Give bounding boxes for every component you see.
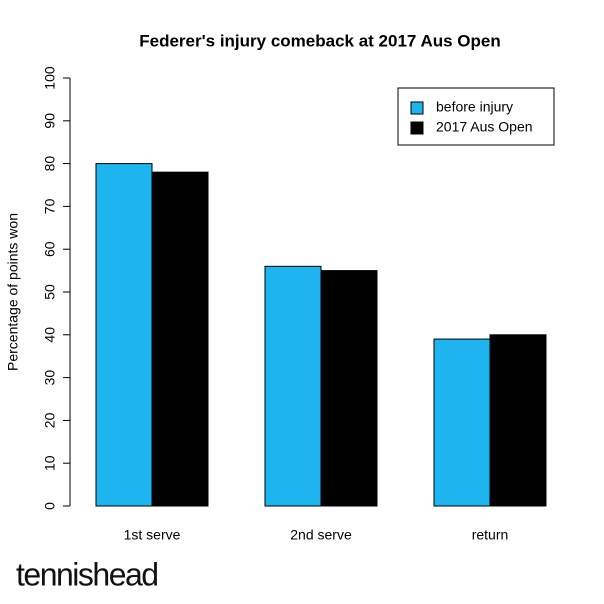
x-tick-label: 1st serve [124,527,181,543]
legend-box [397,87,555,146]
watermark: tennishead [16,556,158,592]
bar [151,171,209,507]
legend-label: 2017 Aus Open [436,119,533,135]
y-tick-label: 60 [42,241,58,257]
bar [433,338,491,507]
y-tick-label: 100 [42,66,58,90]
legend-swatch [410,101,424,115]
y-tick-label: 80 [42,156,58,172]
bar [489,334,547,507]
bar [264,265,322,507]
y-tick-label: 0 [42,502,58,510]
y-tick-label: 90 [42,113,58,129]
y-tick-label: 20 [42,412,58,428]
legend-swatch [410,121,424,135]
x-tick-label: return [472,527,509,543]
legend-label: before injury [436,99,513,115]
y-tick-label: 30 [42,370,58,386]
y-tick-label: 40 [42,327,58,343]
y-tick-label: 70 [42,198,58,214]
y-tick-label: 10 [42,455,58,471]
y-axis-label: Percentage of points won [5,213,21,371]
y-tick-label: 50 [42,284,58,300]
chart-title: Federer's injury comeback at 2017 Aus Op… [139,31,501,50]
bar [95,163,153,507]
x-tick-label: 2nd serve [290,527,352,543]
bar [320,270,378,507]
